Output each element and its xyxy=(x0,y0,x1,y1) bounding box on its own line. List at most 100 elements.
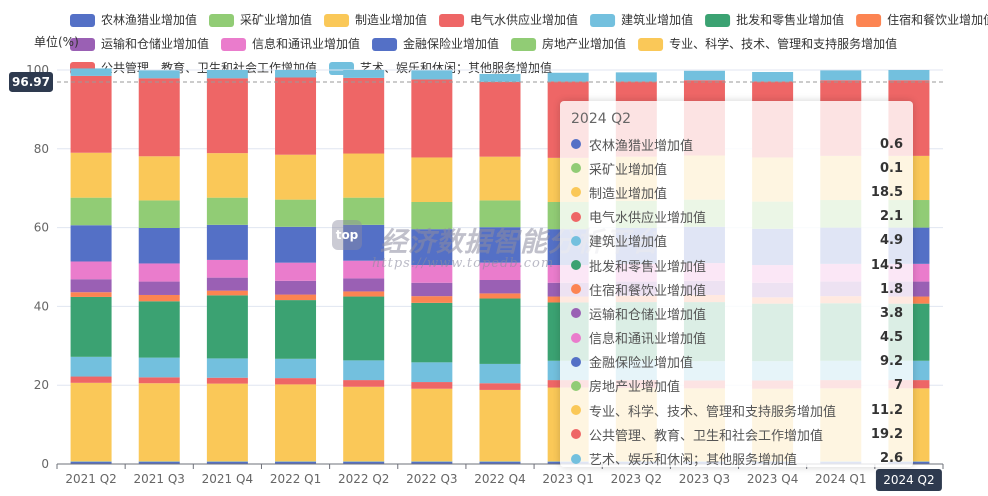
bar-stack[interactable] xyxy=(70,68,112,464)
bar-segment[interactable] xyxy=(275,294,317,301)
bar-segment[interactable] xyxy=(479,227,521,263)
bar-stack[interactable] xyxy=(411,70,453,464)
bar-segment[interactable] xyxy=(275,461,317,464)
bar-segment[interactable] xyxy=(138,78,180,157)
bar-segment[interactable] xyxy=(138,281,180,295)
bar-segment[interactable] xyxy=(206,224,248,260)
bar-segment[interactable] xyxy=(343,77,385,154)
bar-segment[interactable] xyxy=(275,378,317,385)
bar-segment[interactable] xyxy=(411,302,453,363)
bar-segment[interactable] xyxy=(479,383,521,390)
bar-segment[interactable] xyxy=(479,73,521,82)
bar-segment[interactable] xyxy=(138,301,180,358)
bar-segment[interactable] xyxy=(411,362,453,383)
legend-item[interactable]: 制造业增加值 xyxy=(324,12,427,27)
bar-segment[interactable] xyxy=(138,227,180,264)
bar-segment[interactable] xyxy=(820,70,862,81)
bar-segment[interactable] xyxy=(70,75,112,153)
bar-segment[interactable] xyxy=(275,384,317,462)
bar-segment[interactable] xyxy=(206,377,248,384)
legend-item[interactable]: 采矿业增加值 xyxy=(209,12,312,27)
bar-segment[interactable] xyxy=(70,461,112,464)
bar-segment[interactable] xyxy=(343,386,385,462)
bar-segment[interactable] xyxy=(70,296,112,357)
bar-segment[interactable] xyxy=(70,376,112,383)
bar-stack[interactable] xyxy=(343,70,385,464)
bar-segment[interactable] xyxy=(138,156,180,201)
bar-segment[interactable] xyxy=(479,156,521,201)
bar-segment[interactable] xyxy=(206,358,248,378)
bar-segment[interactable] xyxy=(206,153,248,198)
bar-segment[interactable] xyxy=(206,78,248,154)
bar-segment[interactable] xyxy=(479,293,521,299)
bar-segment[interactable] xyxy=(206,290,248,296)
bar-segment[interactable] xyxy=(411,79,453,158)
bar-segment[interactable] xyxy=(70,152,112,198)
bar-segment[interactable] xyxy=(138,383,180,462)
bar-segment[interactable] xyxy=(343,70,385,78)
bar-segment[interactable] xyxy=(343,153,385,198)
bar-segment[interactable] xyxy=(343,461,385,464)
bar-segment[interactable] xyxy=(206,259,248,278)
bar-segment[interactable] xyxy=(479,389,521,462)
bar-segment[interactable] xyxy=(206,295,248,359)
bar-stack[interactable] xyxy=(479,73,521,464)
bar-segment[interactable] xyxy=(275,262,317,281)
bar-segment[interactable] xyxy=(479,262,521,281)
bar-segment[interactable] xyxy=(206,70,248,79)
bar-segment[interactable] xyxy=(275,70,317,78)
bar-segment[interactable] xyxy=(547,72,589,82)
bar-segment[interactable] xyxy=(70,68,112,76)
bar-segment[interactable] xyxy=(343,380,385,387)
bar-segment[interactable] xyxy=(70,356,112,377)
bar-segment[interactable] xyxy=(70,225,112,262)
bar-segment[interactable] xyxy=(683,70,725,81)
bar-segment[interactable] xyxy=(411,296,453,303)
bar-segment[interactable] xyxy=(343,197,385,225)
bar-segment[interactable] xyxy=(411,461,453,464)
bar-segment[interactable] xyxy=(752,71,794,82)
legend-item[interactable]: 批发和零售业增加值 xyxy=(705,12,844,27)
bar-stack[interactable] xyxy=(275,70,317,464)
bar-segment[interactable] xyxy=(206,277,248,291)
bar-segment[interactable] xyxy=(275,358,317,379)
bar-segment[interactable] xyxy=(206,461,248,464)
bar-segment[interactable] xyxy=(479,280,521,294)
legend-item[interactable]: 建筑业增加值 xyxy=(590,12,693,27)
legend-item[interactable]: 农林渔猎业增加值 xyxy=(70,12,197,27)
bar-segment[interactable] xyxy=(479,363,521,384)
bar-segment[interactable] xyxy=(479,298,521,364)
bar-segment[interactable] xyxy=(70,197,112,226)
bar-segment[interactable] xyxy=(138,294,180,302)
bar-segment[interactable] xyxy=(343,278,385,292)
bar-segment[interactable] xyxy=(138,377,180,384)
legend-item[interactable]: 专业、科学、技术、管理和支持服务增加值 xyxy=(638,36,897,51)
bar-segment[interactable] xyxy=(138,357,180,378)
legend-item[interactable]: 运输和仓储业增加值 xyxy=(70,36,209,51)
bar-segment[interactable] xyxy=(888,70,930,81)
bar-segment[interactable] xyxy=(411,388,453,462)
bar-segment[interactable] xyxy=(70,279,112,293)
legend-item[interactable]: 住宿和餐饮业增加值 xyxy=(856,12,988,27)
bar-segment[interactable] xyxy=(70,382,112,462)
bar-segment[interactable] xyxy=(411,282,453,297)
bar-segment[interactable] xyxy=(411,157,453,202)
bar-segment[interactable] xyxy=(343,360,385,381)
legend-item[interactable]: 电气水供应业增加值 xyxy=(439,12,578,27)
bar-segment[interactable] xyxy=(138,263,180,282)
bar-segment[interactable] xyxy=(411,70,453,80)
bar-segment[interactable] xyxy=(138,70,180,79)
bar-segment[interactable] xyxy=(138,461,180,464)
bar-segment[interactable] xyxy=(343,291,385,297)
bar-segment[interactable] xyxy=(275,199,317,227)
bar-segment[interactable] xyxy=(479,461,521,464)
bar-segment[interactable] xyxy=(343,224,385,261)
bar-segment[interactable] xyxy=(275,154,317,200)
legend-item[interactable]: 房地产业增加值 xyxy=(511,36,626,51)
bar-segment[interactable] xyxy=(479,81,521,157)
bar-stack[interactable] xyxy=(138,70,180,464)
bar-segment[interactable] xyxy=(615,72,657,82)
bar-segment[interactable] xyxy=(70,292,112,297)
bar-segment[interactable] xyxy=(479,200,521,228)
bar-stack[interactable] xyxy=(206,70,248,464)
